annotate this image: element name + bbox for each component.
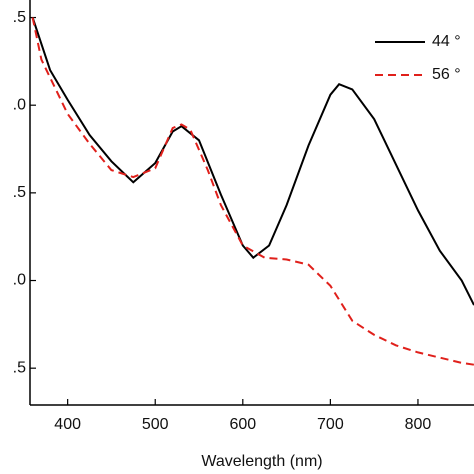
legend-label: 44 °: [432, 33, 461, 50]
y-tick-label: .0: [13, 96, 26, 113]
x-tick-label: 700: [317, 416, 344, 433]
line-0: [31, 17, 474, 306]
x-tick-label: 600: [229, 416, 256, 433]
x-tick-label: 500: [142, 416, 169, 433]
y-tick-label: .5: [13, 9, 26, 26]
legend-label: 56 °: [432, 66, 461, 83]
x-axis-label: Wavelength (nm): [201, 453, 322, 470]
y-tick-label: .5: [13, 359, 26, 376]
line-1: [31, 17, 474, 366]
y-tick-label: .5: [13, 184, 26, 201]
y-tick-label: .0: [13, 272, 26, 289]
x-tick-label: 800: [405, 416, 432, 433]
x-tick-label: 400: [54, 416, 81, 433]
